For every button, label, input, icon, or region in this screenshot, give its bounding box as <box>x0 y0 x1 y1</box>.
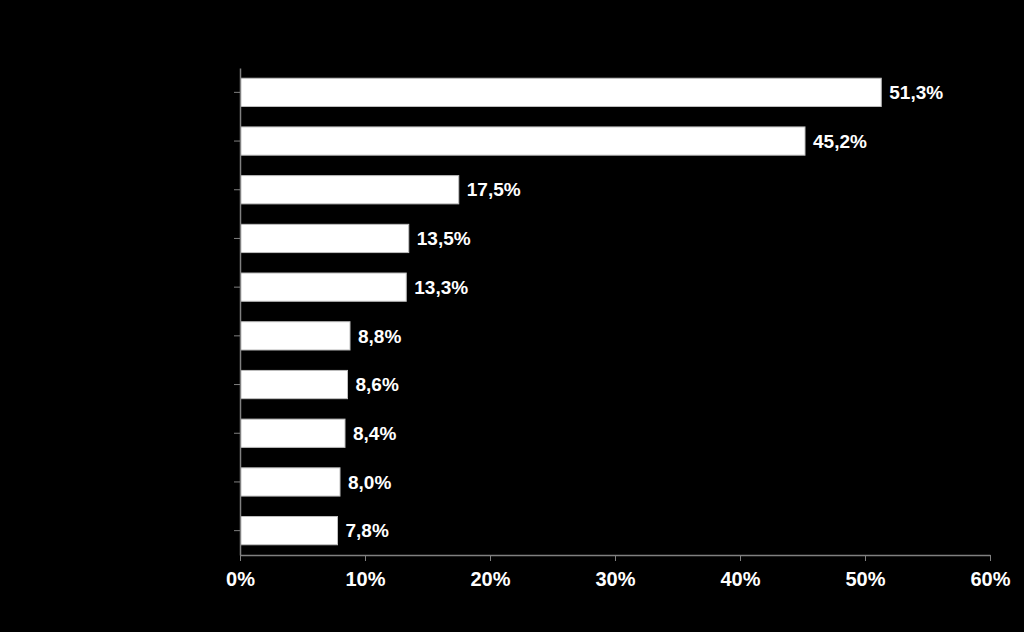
y-tick <box>234 141 240 142</box>
y-tick-mark <box>234 530 240 531</box>
data-label: 51,3% <box>889 82 943 103</box>
data-label: 8,0% <box>348 472 391 493</box>
x-tick-label: 20% <box>470 568 510 590</box>
y-tick-mark <box>234 481 240 482</box>
data-label: 17,5% <box>467 179 521 200</box>
bar <box>240 273 406 301</box>
data-label: 7,8% <box>346 520 389 541</box>
x-tick: 40% <box>720 555 760 590</box>
y-tick <box>234 287 240 288</box>
x-tick-mark <box>490 555 491 561</box>
y-axis <box>234 69 241 556</box>
x-tick: 0% <box>226 555 255 590</box>
x-tick-label: 10% <box>345 568 385 590</box>
data-label: 8,4% <box>353 423 396 444</box>
y-tick-mark <box>234 141 240 142</box>
y-tick <box>234 189 240 190</box>
x-tick-mark <box>365 555 366 561</box>
y-tick-mark <box>234 384 240 385</box>
bar <box>240 127 805 155</box>
bar <box>240 322 350 350</box>
x-tick-mark <box>740 555 741 561</box>
y-tick <box>234 384 240 385</box>
y-tick-mark <box>234 189 240 190</box>
y-tick <box>234 92 240 93</box>
x-tick-label: 30% <box>595 568 635 590</box>
bar <box>240 370 348 398</box>
data-label: 8,8% <box>358 326 401 347</box>
x-tick-label: 60% <box>970 568 1010 590</box>
bar <box>240 176 459 204</box>
x-tick-label: 40% <box>720 568 760 590</box>
y-tick-mark <box>234 433 240 434</box>
y-tick-mark <box>234 335 240 336</box>
bars <box>240 78 881 545</box>
y-tick-mark <box>234 92 240 93</box>
bar <box>240 517 338 545</box>
x-tick: 30% <box>595 555 635 590</box>
data-label: 45,2% <box>813 131 867 152</box>
y-tick <box>234 335 240 336</box>
y-tick-mark <box>234 238 240 239</box>
x-axis: 0% 10% 20% 30% 40% 50% 60% <box>226 555 1011 590</box>
x-tick: 60% <box>970 555 1010 590</box>
data-label: 8,6% <box>356 374 399 395</box>
y-tick <box>234 530 240 531</box>
y-tick-mark <box>234 287 240 288</box>
data-labels: 51,3% 45,2% 17,5% 13,5% 13,3% 8,8% 8,6% 8,4% 8,0… <box>346 82 944 541</box>
x-tick-mark <box>240 555 241 561</box>
x-tick-label: 0% <box>226 568 255 590</box>
x-tick: 20% <box>470 555 510 590</box>
bar <box>240 78 881 106</box>
x-tick-label: 50% <box>845 568 885 590</box>
y-tick <box>234 238 240 239</box>
y-tick <box>234 481 240 482</box>
bar <box>240 468 340 496</box>
x-tick: 50% <box>845 555 885 590</box>
data-label: 13,5% <box>417 228 471 249</box>
data-label: 13,3% <box>414 277 468 298</box>
chart: 51,3% 45,2% 17,5% 13,5% 13,3% 8,8% 8,6% 8,4% 8,0… <box>0 0 1024 632</box>
x-tick: 10% <box>345 555 385 590</box>
bar <box>240 224 409 252</box>
x-tick-mark <box>865 555 866 561</box>
plot: 51,3% 45,2% 17,5% 13,5% 13,3% 8,8% 8,6% 8,4% 8,0… <box>226 69 1011 591</box>
y-tick <box>234 433 240 434</box>
x-tick-mark <box>990 555 991 561</box>
x-tick-mark <box>615 555 616 561</box>
bar <box>240 419 345 447</box>
